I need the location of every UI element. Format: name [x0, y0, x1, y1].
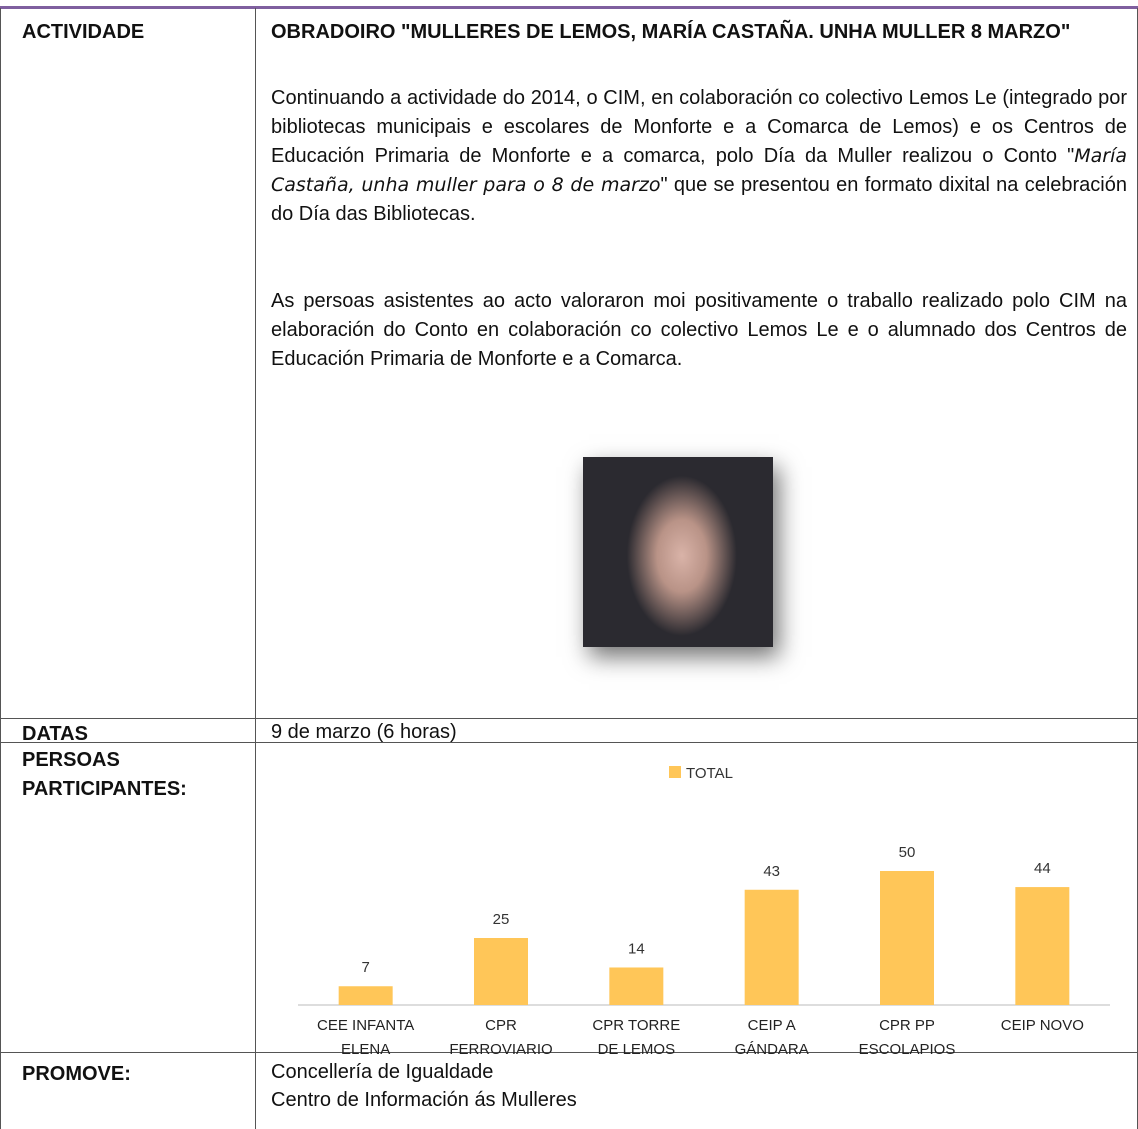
row-label: DATAS — [22, 723, 88, 745]
col-line — [255, 8, 256, 1129]
row-line — [0, 718, 1138, 719]
paragraph: Continuando a actividade do 2014, o CIM,… — [271, 84, 1127, 229]
bar — [744, 889, 799, 1005]
category-label: CPR FERROVIARIO — [449, 1017, 553, 1058]
row-label: ACTIVIDADE — [22, 21, 145, 43]
row-label: PROMOVE: — [22, 1063, 131, 1085]
dates-text: 9 de marzo (6 horas) — [271, 721, 457, 743]
text: " que se presentou en formato dixital na… — [271, 174, 1127, 225]
data-label: 43 — [763, 863, 780, 880]
category-label: CEIP A GÁNDARA — [734, 1017, 809, 1058]
category-label: CEIP NOVO — [1000, 1017, 1084, 1034]
category-label: CPR PP ESCOLAPIOS — [858, 1017, 956, 1058]
promotes-line: Concellería de Igualdade — [271, 1061, 494, 1083]
row-label: PERSOAS PARTICIPANTES: — [22, 749, 187, 800]
data-label: 50 — [899, 844, 916, 861]
category-label: CEE INFANTA ELENA — [317, 1017, 415, 1058]
activity-title: OBRADOIRO "MULLERES DE LEMOS, MARÍA CAST… — [271, 21, 1071, 43]
bar — [474, 938, 528, 1005]
row-line — [0, 1052, 1138, 1053]
top-border — [0, 6, 1138, 9]
bar — [1015, 887, 1070, 1005]
col-line — [0, 8, 1, 1129]
legend-swatch — [669, 766, 681, 778]
data-label: 14 — [628, 940, 645, 957]
bar — [338, 986, 393, 1005]
bar — [880, 871, 934, 1005]
promotes-line: Centro de Información ás Mulleres — [271, 1089, 577, 1111]
bar — [609, 967, 664, 1005]
row-line — [0, 742, 1138, 743]
data-label: 25 — [493, 911, 510, 928]
portrait-image — [583, 457, 773, 647]
italic-title: María Castaña, unha muller para o 8 de m… — [271, 145, 1127, 196]
legend-label: TOTAL — [686, 765, 733, 782]
text: Continuando a actividade do 2014, o CIM,… — [271, 87, 1127, 167]
paragraph: As persoas asistentes ao acto valoraron … — [271, 290, 1127, 370]
data-label: 44 — [1034, 860, 1051, 877]
category-label: CPR TORRE DE LEMOS — [592, 1017, 681, 1058]
data-label: 7 — [361, 959, 369, 976]
